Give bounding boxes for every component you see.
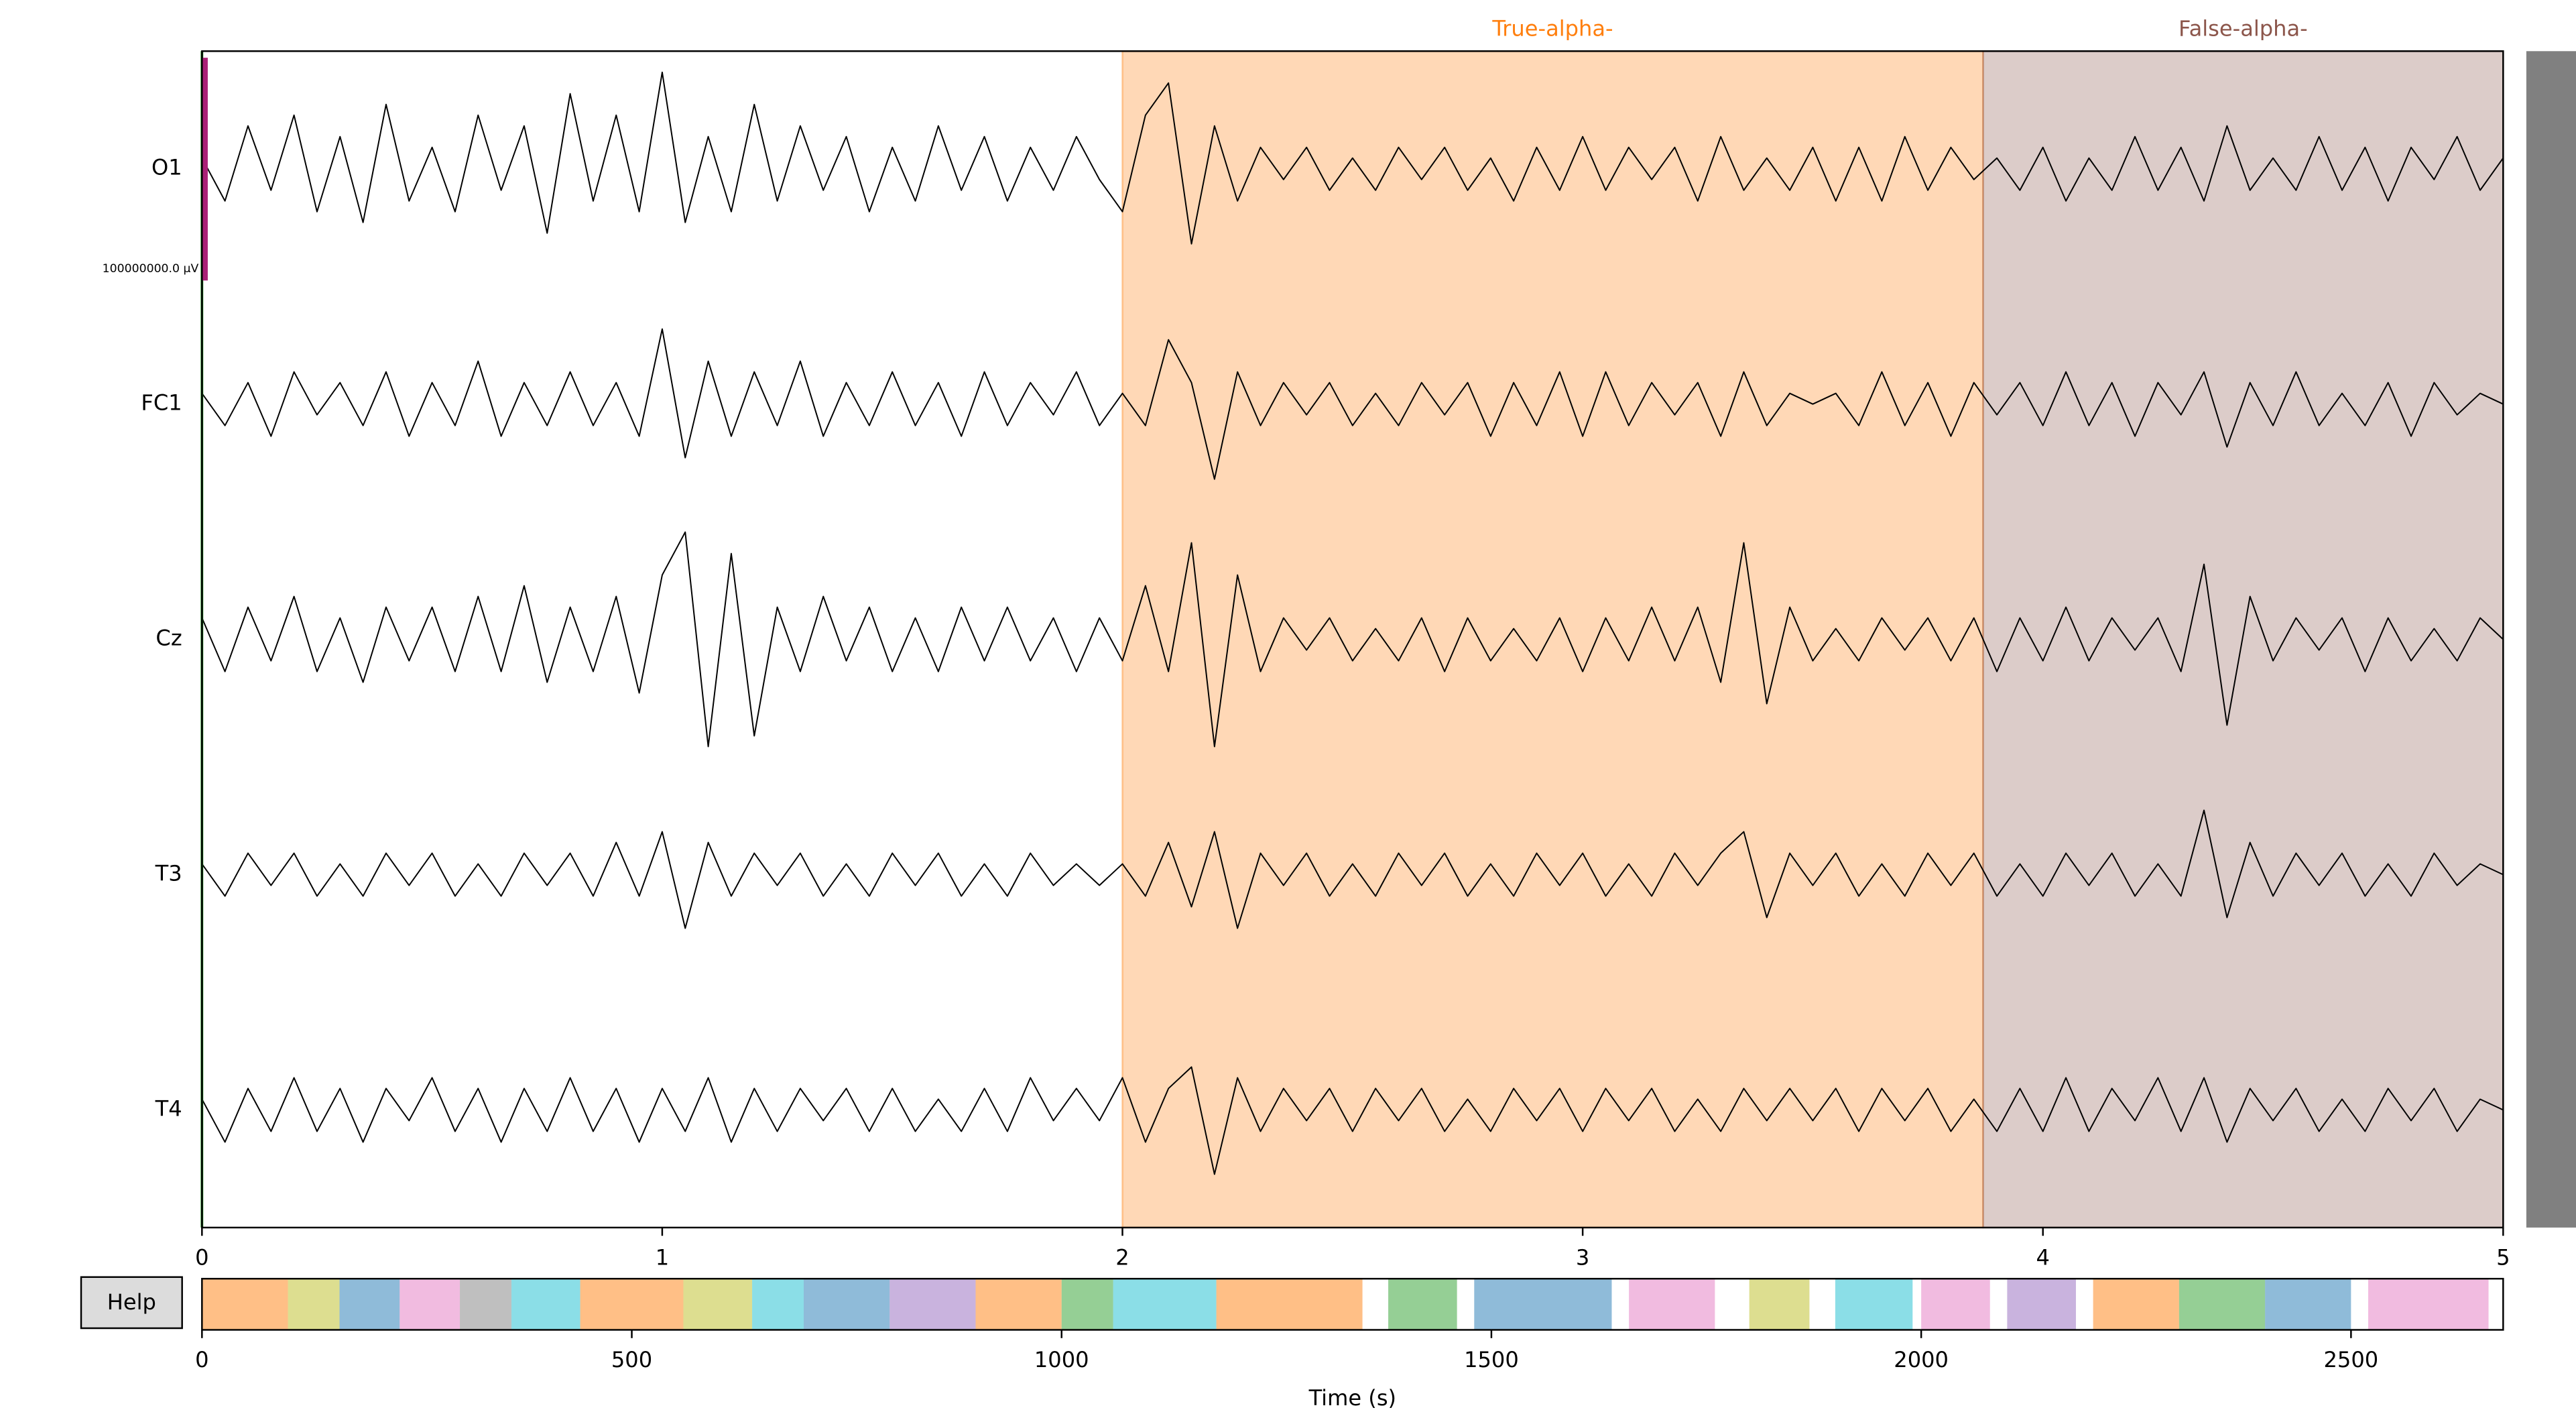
overview-segment — [1216, 1279, 1363, 1330]
x-tick-label: 3 — [1576, 1245, 1589, 1271]
axes-frame — [201, 50, 2504, 1229]
overview-segment — [1388, 1279, 1457, 1330]
overview-tick-label: 500 — [611, 1347, 652, 1372]
annotation-layer: True-alpha- False-alpha- — [1121, 15, 2504, 1229]
overview-segment — [2007, 1279, 2076, 1330]
overview-segment — [752, 1279, 804, 1330]
overview-segment — [2368, 1279, 2489, 1330]
overview-segment — [1474, 1279, 1612, 1330]
overview-segment — [683, 1279, 753, 1330]
overview-tick-label: 2000 — [1894, 1347, 1949, 1372]
eeg-trace — [201, 328, 2504, 480]
overview-segment — [890, 1279, 976, 1330]
overview-tick-label: 1000 — [1034, 1347, 1089, 1372]
annotation-label: True-alpha- — [1491, 15, 1613, 41]
x-tick-label: 4 — [2036, 1245, 2050, 1271]
channel-label: Cz — [156, 626, 182, 651]
vertical-scrollbar[interactable] — [2526, 51, 2576, 1228]
x-axis-label: Time (s) — [1308, 1385, 1397, 1411]
overview-segment — [288, 1279, 340, 1330]
overview-segment — [1113, 1279, 1217, 1330]
eeg-trace — [201, 71, 2504, 245]
eeg-trace — [201, 531, 2504, 748]
overview-bar[interactable] — [202, 1279, 2489, 1330]
overview-segment — [804, 1279, 890, 1330]
eeg-trace — [201, 809, 2504, 929]
scale-bar-label: 100000000.0 µV — [103, 262, 199, 276]
help-button-box[interactable] — [80, 1276, 183, 1330]
overview-segment — [2265, 1279, 2351, 1330]
overview-segment — [580, 1279, 684, 1330]
overview-segment — [339, 1279, 400, 1330]
x-tick-label: 5 — [2496, 1245, 2510, 1271]
overview-frame — [201, 1277, 2504, 1331]
overview-segment — [1835, 1279, 1913, 1330]
channel-label: T3 — [155, 861, 182, 886]
annotation-span — [1121, 50, 1984, 1229]
overview-segment — [1921, 1279, 1990, 1330]
channel-label: T4 — [155, 1096, 182, 1121]
help-button[interactable]: Help — [80, 1276, 183, 1330]
eeg-trace — [201, 1066, 2504, 1175]
annotation-label: False-alpha- — [2179, 15, 2308, 41]
help-button-label[interactable]: Help — [107, 1289, 156, 1315]
x-tick-label: 2 — [1115, 1245, 1129, 1271]
overview-segment — [460, 1279, 511, 1330]
x-tick-label: 1 — [656, 1245, 669, 1271]
channel-label: O1 — [151, 155, 182, 180]
overview-segment — [1061, 1279, 1113, 1330]
overview-segment — [202, 1279, 288, 1330]
overview-segment — [975, 1279, 1062, 1330]
overview-segment — [1749, 1279, 1810, 1330]
annotation-span — [1982, 50, 2504, 1229]
channel-label: FC1 — [141, 390, 182, 416]
overview-tick-label: 1500 — [1464, 1347, 1519, 1372]
overview-tick-label: 2500 — [2324, 1347, 2379, 1372]
trace-layer — [201, 71, 2504, 1175]
overview-segment — [1629, 1279, 1715, 1330]
overview-segment — [400, 1279, 461, 1330]
overview-segment — [2179, 1279, 2266, 1330]
overview-segment — [511, 1279, 580, 1330]
overview-tick-label: 0 — [195, 1347, 208, 1372]
x-tick-label: 0 — [195, 1245, 208, 1271]
overview-segment — [2093, 1279, 2179, 1330]
